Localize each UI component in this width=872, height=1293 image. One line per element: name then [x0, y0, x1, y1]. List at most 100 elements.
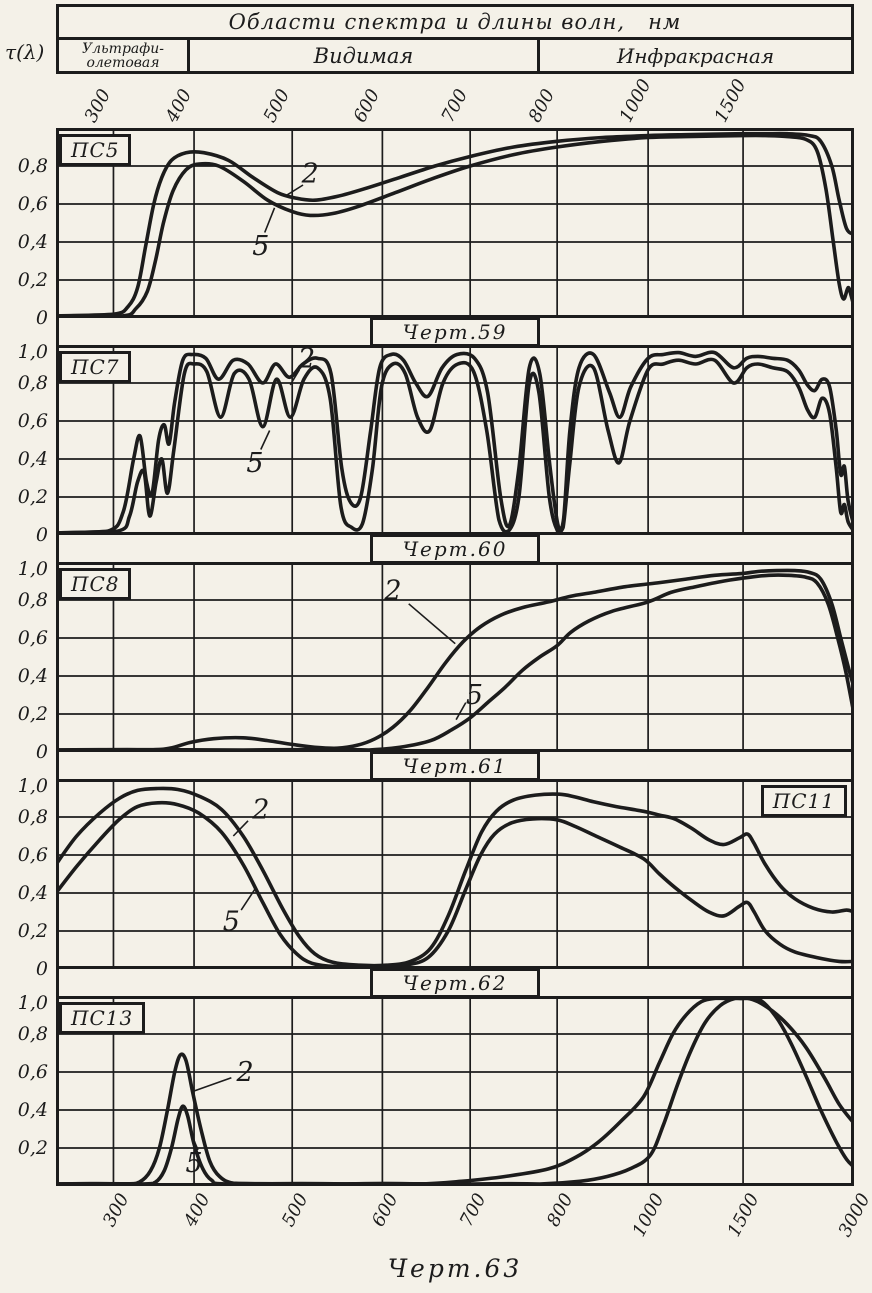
y-tick-0,2: 0,2: [17, 1137, 48, 1159]
wavelength-tick-500: 500: [278, 1190, 313, 1231]
y-tick-0,8: 0,8: [17, 589, 48, 611]
curve-label-2: 2: [297, 345, 315, 374]
plot-ПС11: 25: [56, 779, 854, 969]
page-title: Области спектра и длины волн, нм: [56, 4, 854, 40]
plot-border: [56, 562, 854, 752]
y-tick-0,2: 0,2: [17, 920, 48, 942]
plot-border: [56, 779, 854, 969]
wavelength-tick-400: 400: [161, 85, 197, 126]
chart-ПС5: 0,8 0,6 0,4 0,2 0 2 5 ПС5: [0, 128, 872, 329]
y-tick-0,4: 0,4: [17, 1099, 48, 1121]
leader-line-2: [408, 603, 456, 645]
curve-thickness-2: [58, 786, 852, 967]
leader-line-2: [289, 369, 301, 386]
curve-thickness-5: [58, 800, 852, 967]
wavelength-tick-1500: 1500: [710, 75, 751, 126]
figure-caption: Черт.60: [369, 533, 541, 564]
y-tick-0,6: 0,6: [17, 844, 48, 866]
curve-thickness-2: [58, 998, 852, 1184]
y-tick-0,2: 0,2: [17, 703, 48, 725]
curve-label-5: 5: [466, 680, 483, 711]
wavelength-tick-800: 800: [524, 85, 560, 126]
wavelength-tick-600: 600: [368, 1190, 403, 1231]
leader-line-5: [240, 888, 256, 911]
figure-caption: Черт.61: [369, 750, 541, 781]
y-tick-0,8: 0,8: [17, 372, 48, 394]
filter-name-ПС11: ПС11: [760, 785, 847, 817]
y-tick-1,0: 1,0: [17, 341, 48, 363]
figure-caption: Черт.59: [369, 316, 541, 347]
y-tick-0,8: 0,8: [17, 155, 48, 177]
wavelength-tick-700: 700: [456, 1190, 491, 1231]
wavelength-tick-1000: 1000: [615, 75, 656, 126]
curves: [58, 350, 852, 533]
y-tick-0: 0: [35, 524, 48, 546]
y-tick-0,4: 0,4: [17, 448, 48, 470]
curves: [58, 786, 852, 967]
curves: [58, 131, 852, 316]
curve-thickness-5: [58, 357, 852, 533]
curve-label-2: 2: [236, 1057, 254, 1088]
wavelength-tick-1500: 1500: [723, 1190, 764, 1241]
filter-name-ПС7: ПС7: [59, 351, 132, 383]
wavelength-tick-600: 600: [349, 85, 385, 126]
curve-thickness-5: [58, 133, 852, 316]
plot-ПС8: 25: [56, 562, 854, 752]
grid: [57, 563, 853, 751]
y-tick-0,6: 0,6: [17, 410, 48, 432]
curve-thickness-5: [58, 998, 852, 1184]
y-tick-0,8: 0,8: [17, 806, 48, 828]
curve-label-5: 5: [223, 907, 240, 938]
region-visible: Видимая: [190, 40, 540, 71]
y-tick-0,8: 0,8: [17, 1023, 48, 1045]
bottom-wavelength-ticks: 300 400 500 600 700 800 1000 1500 3000: [0, 1186, 872, 1254]
filter-name-ПС8: ПС8: [59, 568, 132, 600]
plot-border: [56, 996, 854, 1186]
wavelength-tick-3000: 3000: [834, 1190, 872, 1241]
plot-ПС7: 25: [56, 345, 854, 535]
curve-label-5: 5: [252, 231, 269, 262]
curve-thickness-2: [58, 350, 852, 533]
curve-label-2: 2: [301, 159, 319, 190]
y-tick-1,0: 1,0: [17, 992, 48, 1014]
region-ultraviolet: Ультрафи- олетовая: [59, 40, 190, 71]
figure-caption-63: Черт.63: [387, 1254, 523, 1283]
leader-line-5: [455, 702, 467, 721]
curves: [58, 568, 852, 750]
wavelength-tick-500: 500: [259, 85, 295, 126]
chart-ПС8: 1,0 0,8 0,6 0,4 0,2 0 2 5 ПС8: [0, 558, 872, 763]
y-tick-0,6: 0,6: [17, 1061, 48, 1083]
curve-label-2: 2: [383, 576, 401, 607]
leader-line-5: [190, 1132, 199, 1151]
chart-ПС13: 1,0 0,8 0,6 0,4 0,2 2 5 ПС13: [0, 992, 872, 1186]
chart-ПС11: 1,0 0,8 0,6 0,4 0,2 0 2 5 ПС11: [0, 775, 872, 980]
caption-row: Черт.61: [56, 750, 854, 781]
y-tick-0,2: 0,2: [17, 486, 48, 508]
curve-thickness-2: [58, 131, 852, 316]
y-tick-0,6: 0,6: [17, 193, 48, 215]
y-tick-0,4: 0,4: [17, 231, 48, 253]
spectral-regions-row: Ультрафи- олетовая Видимая Инфракрасная: [56, 40, 854, 74]
grid: [57, 780, 853, 968]
caption-row: Черт.60: [56, 533, 854, 564]
wavelength-tick-1000: 1000: [628, 1190, 669, 1241]
wavelength-tick-800: 800: [543, 1190, 578, 1231]
chart-ПС7: 1,0 0,8 0,6 0,4 0,2 0 2 5 ПС7: [0, 341, 872, 546]
wavelength-tick-300: 300: [99, 1190, 134, 1231]
plot-ПС5: 25: [56, 128, 854, 318]
curve-thickness-5: [58, 573, 852, 750]
y-tick-0: 0: [35, 307, 48, 329]
wavelength-tick-300: 300: [80, 85, 116, 126]
top-wavelength-ticks: 300 400 500 600 700 800 1000 1500: [0, 74, 872, 128]
filter-name-ПС5: ПС5: [59, 134, 132, 166]
y-tick-0,4: 0,4: [17, 665, 48, 687]
leader-line-2: [285, 184, 304, 197]
y-tick-0: 0: [35, 741, 48, 763]
y-tick-1,0: 1,0: [17, 775, 48, 797]
y-tick-1,0: 1,0: [17, 558, 48, 580]
leader-line-5: [263, 207, 276, 233]
curves: [58, 998, 852, 1184]
wavelength-tick-700: 700: [437, 85, 473, 126]
y-tick-0,4: 0,4: [17, 882, 48, 904]
